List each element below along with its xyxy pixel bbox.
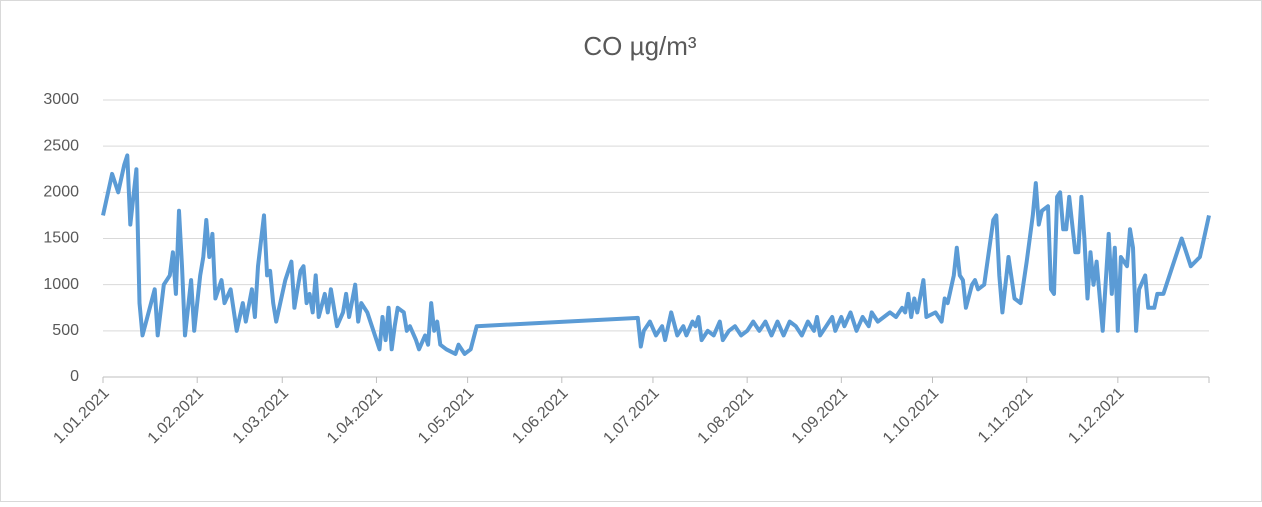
y-tick-label: 0 <box>70 368 79 385</box>
y-tick-label: 1500 <box>43 230 79 247</box>
y-tick-label: 1000 <box>43 276 79 293</box>
chart-title: CO µg/m³ <box>583 31 697 61</box>
data-line <box>101 153 1211 356</box>
y-tick-label: 2000 <box>43 184 79 201</box>
y-tick-label: 3000 <box>43 91 79 108</box>
y-tick-label: 500 <box>52 322 79 339</box>
y-tick-label: 2500 <box>43 137 79 154</box>
